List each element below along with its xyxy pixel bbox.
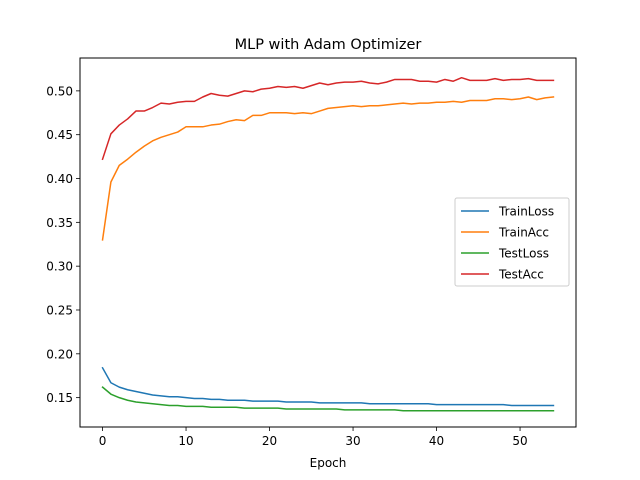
legend-label-trainloss: TrainLoss [498,205,554,219]
legend-label-testloss: TestLoss [498,247,549,261]
x-tick-label: 0 [99,434,107,448]
chart-title: MLP with Adam Optimizer [235,37,422,53]
x-tick-label: 40 [429,434,444,448]
y-tick-label: 0.40 [46,172,73,186]
plot-area: 0 10 20 30 40 50 0.15 0.20 0.25 0.30 0.35 0.40 0.45… [46,57,577,448]
series-line-testacc [101,76,555,161]
y-tick-label: 0.35 [46,216,73,230]
x-axis-title: Epoch [310,456,347,470]
x-tick-label: 30 [345,434,360,448]
legend-box [454,197,570,287]
series-line-trainloss [101,366,555,407]
y-tick-label: 0.45 [46,128,73,142]
x-tick-label: 10 [178,434,193,448]
series-line-trainacc [101,96,555,241]
y-tick-label: 0.50 [46,84,73,98]
y-tick-label: 0.30 [46,260,73,274]
legend: TrainLoss TrainAcc TestLoss TestAcc [454,197,570,287]
legend-label-trainacc: TrainAcc [498,226,549,240]
y-tick-label: 0.20 [46,347,73,361]
y-tick-label: 0.25 [46,303,73,317]
y-tick-label: 0.15 [46,391,73,405]
legend-label-testacc: TestAcc [498,268,544,282]
x-axis: 0 10 20 30 40 50 [99,427,528,448]
axes-frame [79,57,577,428]
series-layer [101,76,555,412]
series-line-testloss [101,386,555,412]
y-axis: 0.15 0.20 0.25 0.30 0.35 0.40 0.45 0.50 [46,84,80,405]
x-tick-label: 20 [262,434,277,448]
x-tick-label: 50 [512,434,527,448]
